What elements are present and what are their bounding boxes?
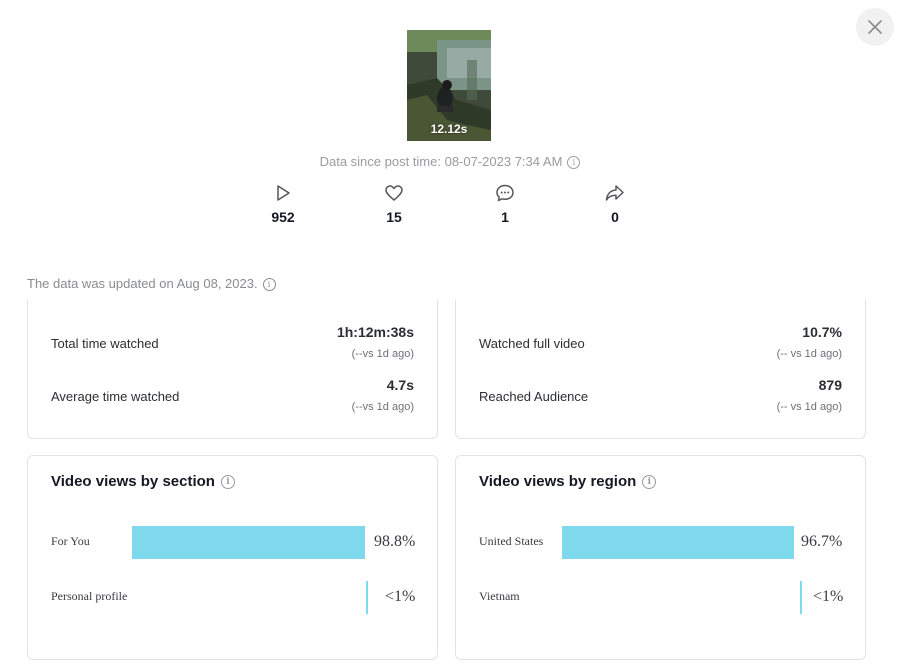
metric-delta: (-- vs 1d ago) <box>776 348 842 360</box>
info-icon[interactable]: i <box>642 475 657 490</box>
stat-value: 1 <box>501 209 509 225</box>
close-icon <box>868 20 882 34</box>
card-title: Video views by region i <box>479 473 657 490</box>
post-time-info: Data since post time: 08-07-2023 7:34 AM… <box>0 154 900 170</box>
bar-label: United States <box>479 534 544 548</box>
card-title-text: Video views by region <box>479 473 637 490</box>
metric-delta: (--vs 1d ago) <box>351 348 414 360</box>
metric-delta: (-- vs 1d ago) <box>776 401 842 413</box>
bar-fill <box>800 581 802 614</box>
metric-value: 879 <box>818 377 842 393</box>
stat-plays: 952 <box>253 183 313 225</box>
bar-label: Vietnam <box>479 589 520 603</box>
close-button[interactable] <box>856 8 894 46</box>
data-updated-text: The data was updated on Aug 08, 2023. <box>27 276 258 291</box>
bar-label: Personal profile <box>51 589 128 603</box>
metric-delta: (--vs 1d ago) <box>351 401 414 413</box>
heart-icon <box>385 185 403 201</box>
comment-icon <box>496 184 514 202</box>
info-icon[interactable]: i <box>262 278 276 292</box>
data-updated-note: The data was updated on Aug 08, 2023. i <box>27 276 276 292</box>
metric-label: Average time watched <box>51 389 180 404</box>
share-icon <box>605 185 624 201</box>
video-thumbnail-image <box>407 30 491 141</box>
stat-shares: 0 <box>585 183 645 225</box>
metric-label: Reached Audience <box>479 389 589 404</box>
video-duration: 12.12s <box>430 122 468 136</box>
bar-percent: <1% <box>813 588 844 605</box>
metric-value: 4.7s <box>386 377 414 393</box>
bar-fill <box>562 526 794 559</box>
bar-percent: <1% <box>385 588 416 605</box>
metric-value: 1h:12m:38s <box>336 324 414 340</box>
info-icon[interactable]: i <box>567 156 581 170</box>
bar-percent: 96.7% <box>801 533 843 550</box>
bar-fill <box>132 526 365 559</box>
metric-value: 10.7% <box>802 324 842 340</box>
play-icon <box>277 185 290 201</box>
views-by-region-card: Video views by region i United States 96.… <box>455 455 866 660</box>
views-by-section-card: Video views by section i For You 98.8% Pe… <box>27 455 438 660</box>
video-thumbnail[interactable]: 12.12s <box>407 30 491 141</box>
bar-percent: 98.8% <box>374 533 416 550</box>
stat-likes: 15 <box>364 183 424 225</box>
card-title: Video views by section i <box>51 473 235 490</box>
card-title-text: Video views by section <box>51 473 215 490</box>
metric-label: Watched full video <box>479 336 585 351</box>
post-time-text: Data since post time: 08-07-2023 7:34 AM <box>319 154 563 169</box>
info-icon[interactable]: i <box>220 475 235 490</box>
bar-fill <box>366 581 368 614</box>
metrics-card-right: Watched full video 10.7% (-- vs 1d ago) … <box>455 300 866 439</box>
metric-label: Total time watched <box>51 336 159 351</box>
stat-value: 0 <box>611 209 619 225</box>
bar-label: For You <box>51 534 90 548</box>
stat-comments: 1 <box>475 183 535 225</box>
stat-value: 952 <box>271 209 295 225</box>
stat-value: 15 <box>386 209 402 225</box>
metrics-card-left: Total time watched 1h:12m:38s (--vs 1d a… <box>27 300 438 439</box>
